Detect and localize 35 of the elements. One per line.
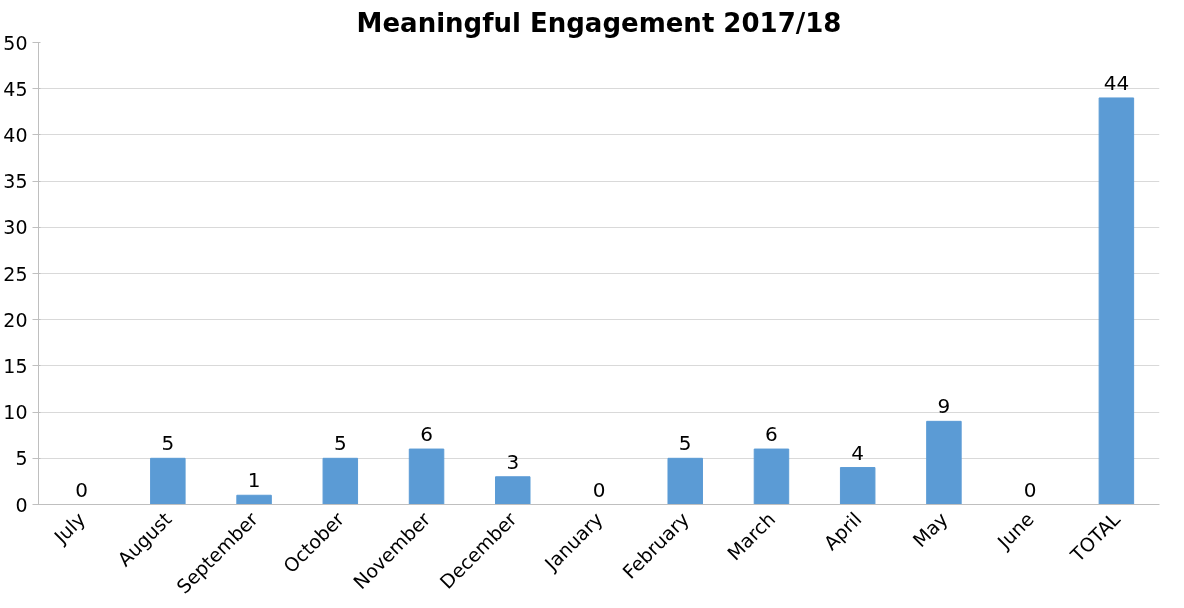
data-label: 9 — [937, 394, 951, 419]
bar — [322, 457, 359, 505]
bar — [408, 448, 445, 505]
y-tick-label: 0 — [15, 493, 28, 516]
data-label: 4 — [851, 440, 865, 465]
data-label: 0 — [1023, 477, 1037, 502]
y-tick-label: 45 — [3, 77, 28, 100]
data-label: 1 — [247, 468, 261, 493]
chart-title: Meaningful Engagement 2017/18 — [356, 7, 842, 38]
bar — [236, 494, 272, 505]
data-label: 5 — [678, 431, 692, 456]
data-label: 0 — [75, 477, 88, 502]
y-tick-label: 15 — [3, 354, 28, 377]
bar — [150, 457, 186, 505]
data-label: 3 — [506, 449, 520, 474]
bar — [667, 457, 703, 505]
y-tick-label: 5 — [15, 447, 28, 470]
data-label: 0 — [592, 477, 606, 502]
data-label: 5 — [161, 431, 175, 456]
y-tick-label: 40 — [3, 123, 28, 146]
data-label: 5 — [333, 431, 347, 456]
y-tick-label: 20 — [3, 308, 28, 331]
bar — [1098, 97, 1135, 505]
data-label: 6 — [765, 422, 778, 447]
bar — [753, 448, 790, 505]
bar — [926, 420, 962, 505]
data-label: 6 — [420, 422, 433, 447]
data-label: 44 — [1103, 70, 1130, 95]
y-tick-label: 10 — [3, 401, 28, 424]
y-tick-label: 50 — [3, 31, 28, 54]
bar — [839, 467, 876, 505]
y-tick-label: 25 — [3, 262, 28, 285]
bar — [495, 476, 531, 505]
y-tick-label: 35 — [3, 170, 28, 193]
y-tick-label: 30 — [3, 216, 28, 239]
